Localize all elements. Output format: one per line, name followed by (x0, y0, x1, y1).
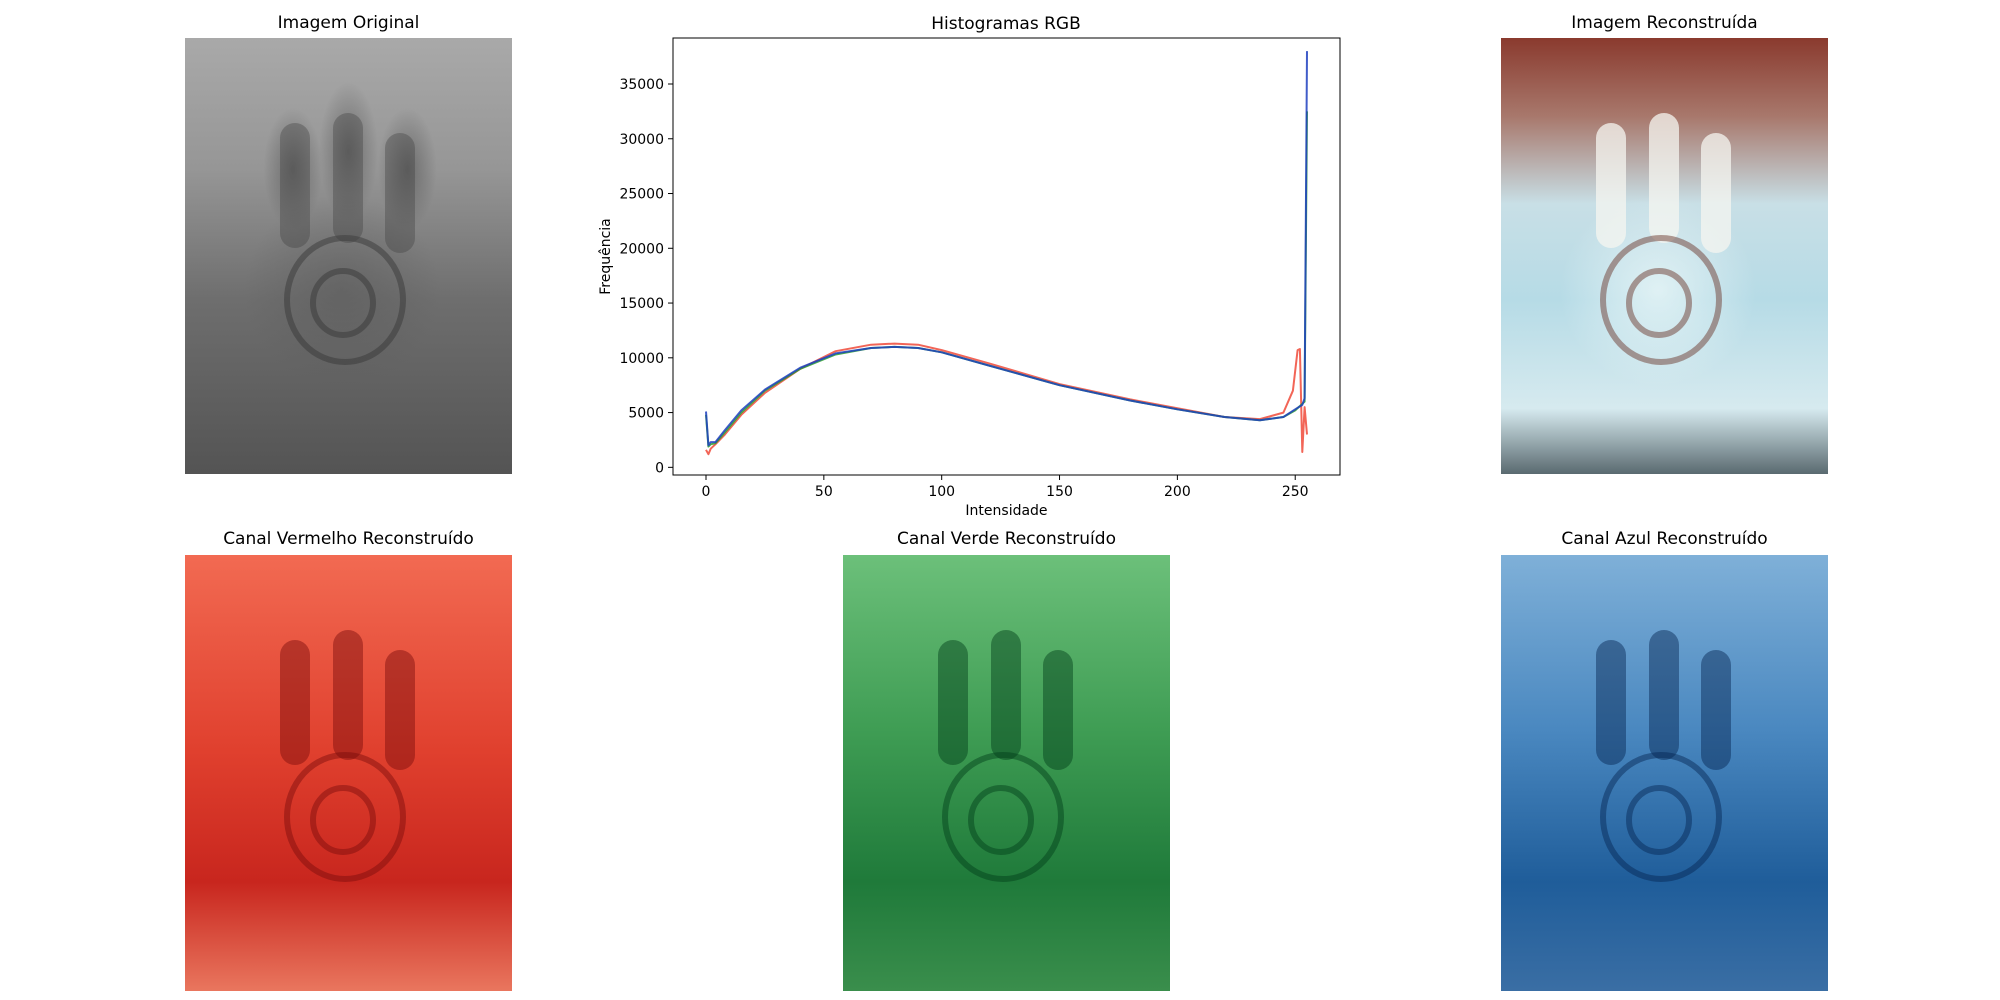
green-channel-image (843, 555, 1170, 991)
reconstructed-image (1501, 38, 1828, 474)
original-title: Imagem Original (277, 13, 420, 33)
histogram-chart: Histogramas RGB 0 50 100 150 200 250 0 5000 1000… (598, 14, 1341, 519)
y-tick-label-5: 25000 (619, 187, 664, 203)
y-tick-label-7: 35000 (619, 77, 664, 93)
panel-blue-channel: Canal Azul Reconstruído (1501, 524, 1828, 992)
x-tick-label-2: 100 (928, 484, 955, 500)
y-tick-label-3: 15000 (619, 296, 664, 312)
y-tick-label-4: 20000 (619, 241, 664, 257)
series-line-0 (705, 342, 1308, 456)
red-hand-icon (280, 630, 415, 882)
chart-title: Histogramas RGB (931, 14, 1081, 34)
panel-original: Imagem Original (185, 8, 512, 476)
x-tick-label-5: 250 (1282, 484, 1309, 500)
original-hand-icon (280, 113, 415, 365)
panel-reconstructed: Imagem Reconstruída (1501, 8, 1828, 476)
series-line-2 (705, 51, 1308, 447)
panel-red-channel: Canal Vermelho Reconstruído (185, 524, 512, 992)
series-line-1 (705, 111, 1308, 448)
green-hand-icon (938, 630, 1073, 882)
panel-green-channel: Canal Verde Reconstruído (843, 524, 1170, 992)
green-channel-title: Canal Verde Reconstruído (897, 529, 1116, 549)
y-tick-label-6: 30000 (619, 132, 664, 148)
red-channel-image (185, 555, 512, 991)
plot-frame (672, 37, 1341, 476)
reconstructed-title: Imagem Reconstruída (1571, 13, 1758, 33)
x-tick-label-4: 200 (1164, 484, 1191, 500)
x-tick-label-0: 0 (702, 484, 711, 500)
reconstructed-hand-icon (1596, 113, 1731, 365)
red-channel-title: Canal Vermelho Reconstruído (223, 529, 474, 549)
x-axis-label: Intensidade (965, 503, 1047, 519)
x-tick-label-3: 150 (1046, 484, 1073, 500)
y-tick-label-0: 0 (655, 460, 664, 476)
blue-channel-title: Canal Azul Reconstruído (1561, 529, 1768, 549)
blue-channel-image (1501, 555, 1828, 991)
y-tick-label-1: 5000 (628, 406, 664, 422)
histogram-panel: Histogramas RGB 0 50 100 150 200 250 0 5000 1000… (580, 0, 1360, 520)
y-axis-label: Frequência (598, 218, 614, 295)
original-image (185, 38, 512, 474)
blue-hand-icon (1596, 630, 1731, 882)
x-tick-label-1: 50 (815, 484, 833, 500)
y-tick-label-2: 10000 (619, 351, 664, 367)
